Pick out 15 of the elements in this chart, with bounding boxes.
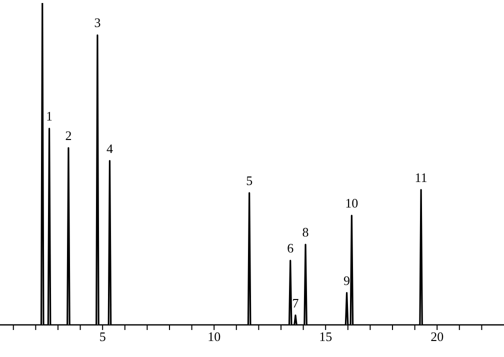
annotation: 11: [414, 170, 428, 185]
annotation: 5: [246, 172, 253, 188]
annotation: 6: [287, 240, 294, 256]
annotation: 2: [65, 128, 72, 143]
annotation: 10: [345, 196, 358, 211]
annotation: 3: [94, 15, 101, 30]
annotation: 7: [292, 295, 300, 310]
annotation: 4: [106, 140, 114, 156]
x-tick-label: 15: [319, 329, 332, 344]
annotation: 8: [302, 224, 309, 240]
annotation: 1: [46, 108, 53, 124]
annotation: 9: [344, 272, 350, 288]
x-tick-label: 20: [430, 329, 444, 344]
x-tick-label: 5: [99, 329, 106, 344]
x-tick-label: 10: [208, 329, 221, 344]
